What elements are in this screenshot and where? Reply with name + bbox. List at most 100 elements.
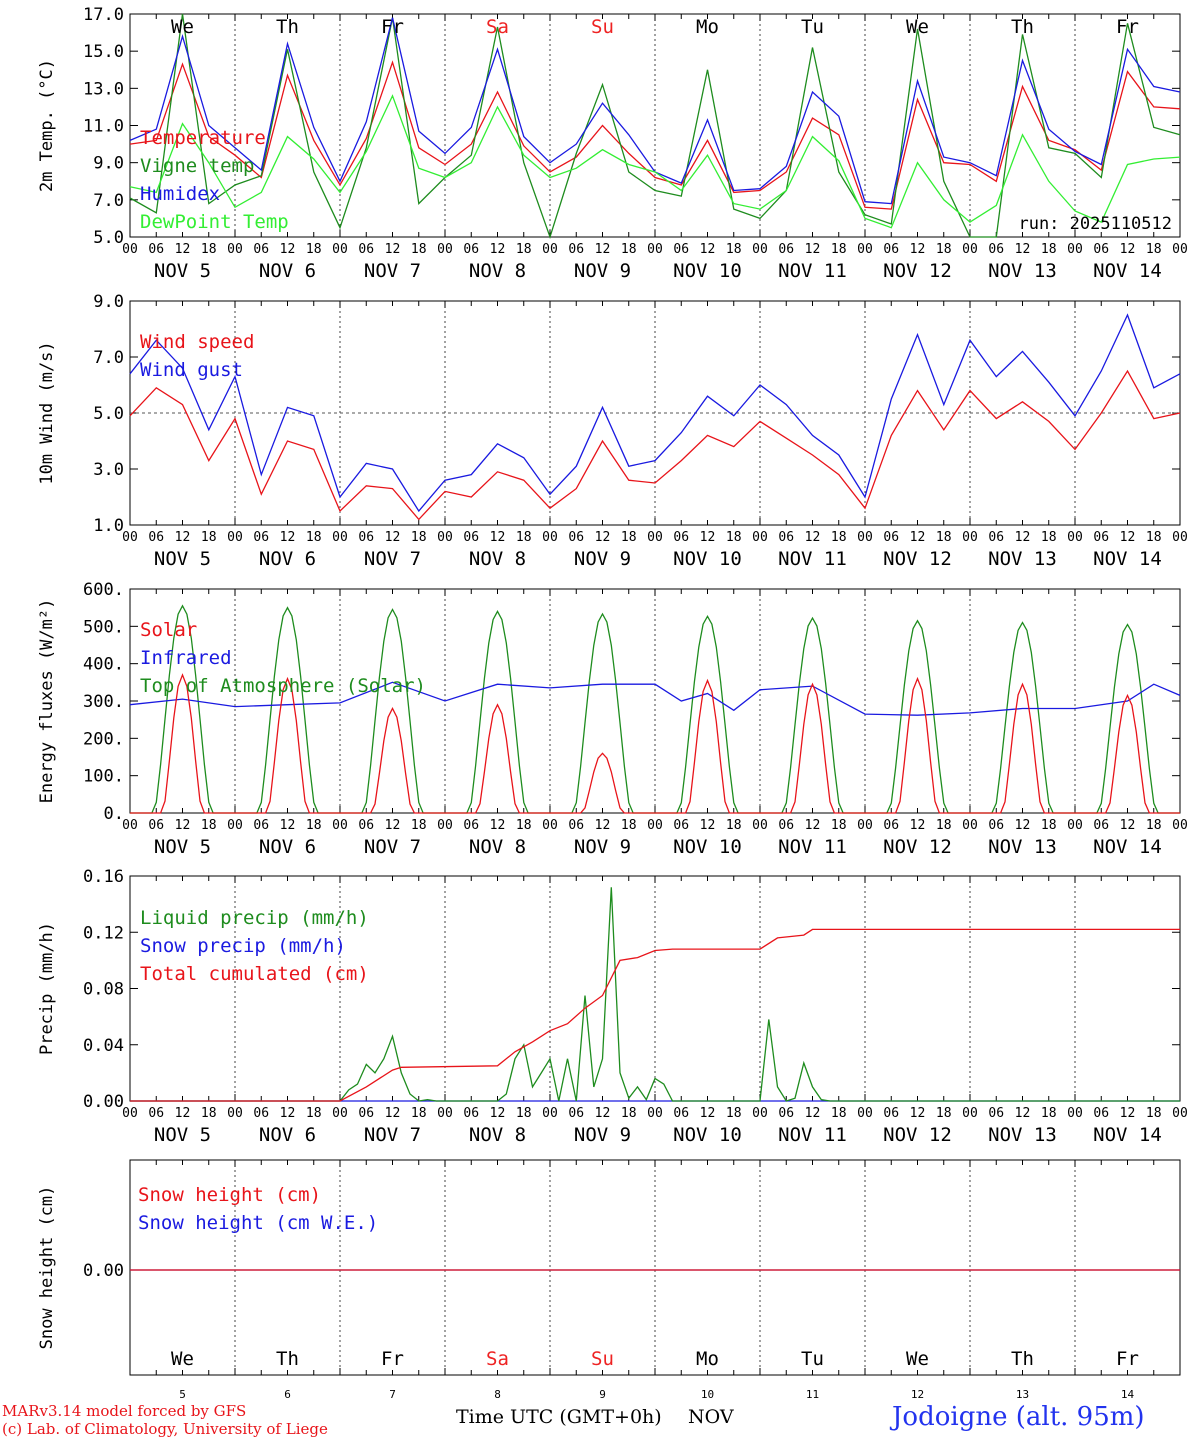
hour-tick-label: 00: [1067, 530, 1083, 545]
date-label: NOV 13: [988, 836, 1057, 858]
hour-tick-label: 18: [306, 1106, 322, 1121]
date-label: NOV 5: [154, 1124, 211, 1146]
hour-tick-label: 18: [936, 818, 952, 833]
hour-tick-label: 18: [936, 530, 952, 545]
hour-tick-label: 18: [1146, 818, 1162, 833]
hour-tick-label: 06: [673, 1106, 689, 1121]
hour-tick-label: 12: [385, 818, 401, 833]
hour-tick-label: 00: [752, 530, 768, 545]
run-label: run: 2025110512: [1018, 214, 1172, 234]
hour-tick-label: 00: [227, 242, 243, 257]
hour-tick-label: 00: [1172, 818, 1188, 833]
date-label: NOV 9: [574, 1124, 631, 1146]
hour-tick-label: 00: [1067, 818, 1083, 833]
day-number-label: 11: [806, 1388, 819, 1401]
hour-tick-label: 12: [1120, 818, 1136, 833]
date-label: NOV 11: [778, 260, 847, 282]
hour-tick-label: 12: [1015, 818, 1031, 833]
hour-tick-label: 12: [280, 242, 296, 257]
weekday-label: Mo: [696, 1348, 719, 1370]
solar-line: [130, 673, 1180, 814]
date-label: NOV 10: [673, 260, 742, 282]
legend-entry: Humidex: [140, 183, 220, 205]
hour-tick-label: 00: [962, 242, 978, 257]
hour-tick-label: 18: [306, 530, 322, 545]
y-tick-label: 15.0: [83, 42, 124, 62]
date-label: NOV 12: [883, 260, 952, 282]
y-tick-label: 5.0: [93, 404, 124, 424]
weekday-label: We: [906, 1348, 929, 1370]
hour-tick-label: 12: [805, 242, 821, 257]
legend-entry: Snow precip (mm/h): [140, 935, 346, 957]
day-number-label: 10: [701, 1388, 714, 1401]
hour-tick-label: 00: [542, 530, 558, 545]
weekday-label: Th: [276, 1348, 299, 1370]
hour-tick-label: 06: [463, 1106, 479, 1121]
date-label: NOV 14: [1093, 1124, 1162, 1146]
hour-tick-label: 12: [1120, 530, 1136, 545]
y-tick-label: 9.0: [93, 154, 124, 174]
date-label: NOV 13: [988, 1124, 1057, 1146]
y-tick-label: 600.: [83, 580, 124, 600]
hour-tick-label: 12: [1120, 242, 1136, 257]
y-tick-label: 0.04: [83, 1036, 124, 1056]
hour-tick-label: 12: [385, 530, 401, 545]
day-number-label: 12: [911, 1388, 924, 1401]
date-label: NOV 6: [259, 1124, 316, 1146]
hour-tick-label: 12: [490, 818, 506, 833]
hour-tick-label: 18: [411, 242, 427, 257]
hour-tick-label: 00: [332, 1106, 348, 1121]
hour-tick-label: 06: [253, 530, 269, 545]
legend-entry: DewPoint Temp: [140, 211, 289, 233]
hour-tick-label: 18: [1041, 818, 1057, 833]
day-number-label: 5: [179, 1388, 186, 1401]
hour-tick-label: 06: [988, 818, 1004, 833]
hour-tick-label: 06: [883, 530, 899, 545]
hour-tick-label: 18: [201, 242, 217, 257]
date-label: NOV 6: [259, 260, 316, 282]
hour-tick-label: 00: [227, 1106, 243, 1121]
legend-entry: Liquid precip (mm/h): [140, 907, 369, 929]
legend-entry: Solar: [140, 619, 197, 641]
hour-tick-label: 12: [595, 818, 611, 833]
hour-tick-label: 12: [700, 242, 716, 257]
hour-tick-label: 06: [778, 242, 794, 257]
hour-tick-label: 18: [1041, 530, 1057, 545]
hour-tick-label: 00: [437, 818, 453, 833]
hour-tick-label: 06: [988, 242, 1004, 257]
hour-tick-label: 00: [542, 1106, 558, 1121]
hour-tick-label: 00: [227, 530, 243, 545]
date-label: NOV 8: [469, 1124, 526, 1146]
cumulated-precip-line: [130, 928, 1180, 1102]
hour-tick-label: 00: [542, 242, 558, 257]
hour-tick-label: 18: [1041, 242, 1057, 257]
hour-tick-label: 00: [962, 530, 978, 545]
hour-tick-label: 06: [1093, 818, 1109, 833]
weekday-label: We: [171, 16, 194, 38]
weekday-label: Fr: [1116, 16, 1139, 38]
hour-tick-label: 06: [253, 818, 269, 833]
hour-tick-label: 12: [1015, 242, 1031, 257]
hour-tick-label: 00: [1067, 242, 1083, 257]
y-tick-label: 7.0: [93, 191, 124, 211]
hour-tick-label: 06: [253, 242, 269, 257]
hour-tick-label: 12: [385, 242, 401, 257]
y-axis-label: Precip (mm/h): [37, 922, 57, 1055]
date-label: NOV 10: [673, 836, 742, 858]
legend-entry: Top of Atmosphere (Solar): [140, 675, 426, 697]
hour-tick-label: 12: [490, 242, 506, 257]
legend-entry: Wind gust: [140, 359, 243, 381]
weekday-label: We: [171, 1348, 194, 1370]
date-label: NOV 7: [364, 548, 421, 570]
hour-tick-label: 00: [857, 530, 873, 545]
x-axis-unit: NOV: [688, 1406, 734, 1428]
hour-tick-label: 00: [227, 818, 243, 833]
hour-tick-label: 12: [595, 530, 611, 545]
station-name: Jodoigne (alt. 95m): [892, 1402, 1145, 1432]
date-label: NOV 14: [1093, 548, 1162, 570]
hour-tick-label: 18: [411, 818, 427, 833]
hour-tick-label: 06: [358, 242, 374, 257]
y-axis-label: Energy fluxes (W/m²): [37, 599, 57, 804]
hour-tick-label: 18: [936, 1106, 952, 1121]
